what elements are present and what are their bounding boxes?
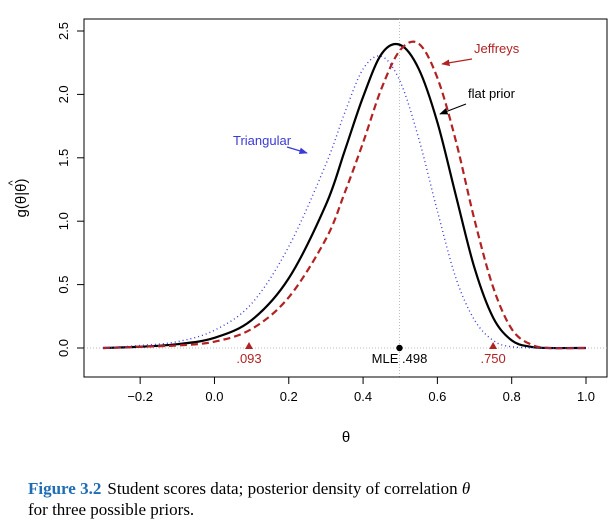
figure-caption: Figure 3.2 Student scores data; posterior…	[28, 478, 608, 520]
upper-interval-label: .750	[480, 351, 505, 366]
y-axis-label-text: g(θ|θ)	[13, 179, 30, 218]
y-tick-label: 2.0	[56, 85, 71, 103]
series-line-triangular	[102, 55, 587, 349]
x-tick-label: 0.2	[280, 389, 298, 404]
caption-line2: for three possible priors.	[28, 500, 195, 519]
plot-frame	[83, 18, 608, 378]
y-tick-label: 0.5	[56, 276, 71, 294]
y-tick-label: 2.5	[56, 22, 71, 40]
y-axis-label-hat: ^	[7, 180, 19, 186]
caption-text: Student scores data; posterior density o…	[107, 479, 462, 498]
figure-label: Figure 3.2	[28, 479, 102, 498]
jeffreys-label: Jeffreys	[474, 41, 520, 56]
upper-interval-marker	[489, 342, 498, 349]
lower-interval-label: .093	[236, 351, 261, 366]
x-tick-label: 0.6	[428, 389, 446, 404]
triangular-arrow	[286, 146, 308, 155]
chart: −0.2 0.0 0.2 0.4 0.6 0.8 1.0 0.0 0.5 1.0 1.5 2.0 2.5…	[7, 18, 608, 446]
flat-prior-label: flat prior	[468, 86, 516, 101]
triangular-label: Triangular	[233, 133, 292, 148]
mle-label: MLE .498	[372, 351, 428, 366]
x-tick-label: 0.4	[354, 389, 372, 404]
x-tick-label: 0.0	[205, 389, 223, 404]
y-axis-label: g(θ|θ) ^	[7, 179, 30, 218]
series-line-flat-prior	[102, 42, 587, 350]
flat-prior-arrow	[439, 103, 467, 115]
axes: −0.2 0.0 0.2 0.4 0.6 0.8 1.0 0.0 0.5 1.0 1.5 2.0 2.5	[56, 22, 595, 404]
y-tick-label: 1.0	[56, 212, 71, 230]
lower-interval-marker	[245, 342, 254, 349]
caption-theta: θ	[461, 479, 471, 498]
y-tick-label: 0.0	[56, 339, 71, 357]
x-tick-label: 0.8	[503, 389, 521, 404]
x-tick-label: −0.2	[127, 389, 153, 404]
annotation-layer: Jeffreys flat prior Triangular MLE .498 .093…	[233, 41, 520, 366]
mle-point	[396, 344, 403, 352]
y-tick-label: 1.5	[56, 149, 71, 167]
jeffreys-arrow	[441, 58, 473, 67]
series-layer	[102, 40, 587, 350]
reference-lines	[84, 19, 607, 377]
x-axis-label: θ	[342, 429, 350, 446]
x-tick-label: 1.0	[577, 389, 595, 404]
